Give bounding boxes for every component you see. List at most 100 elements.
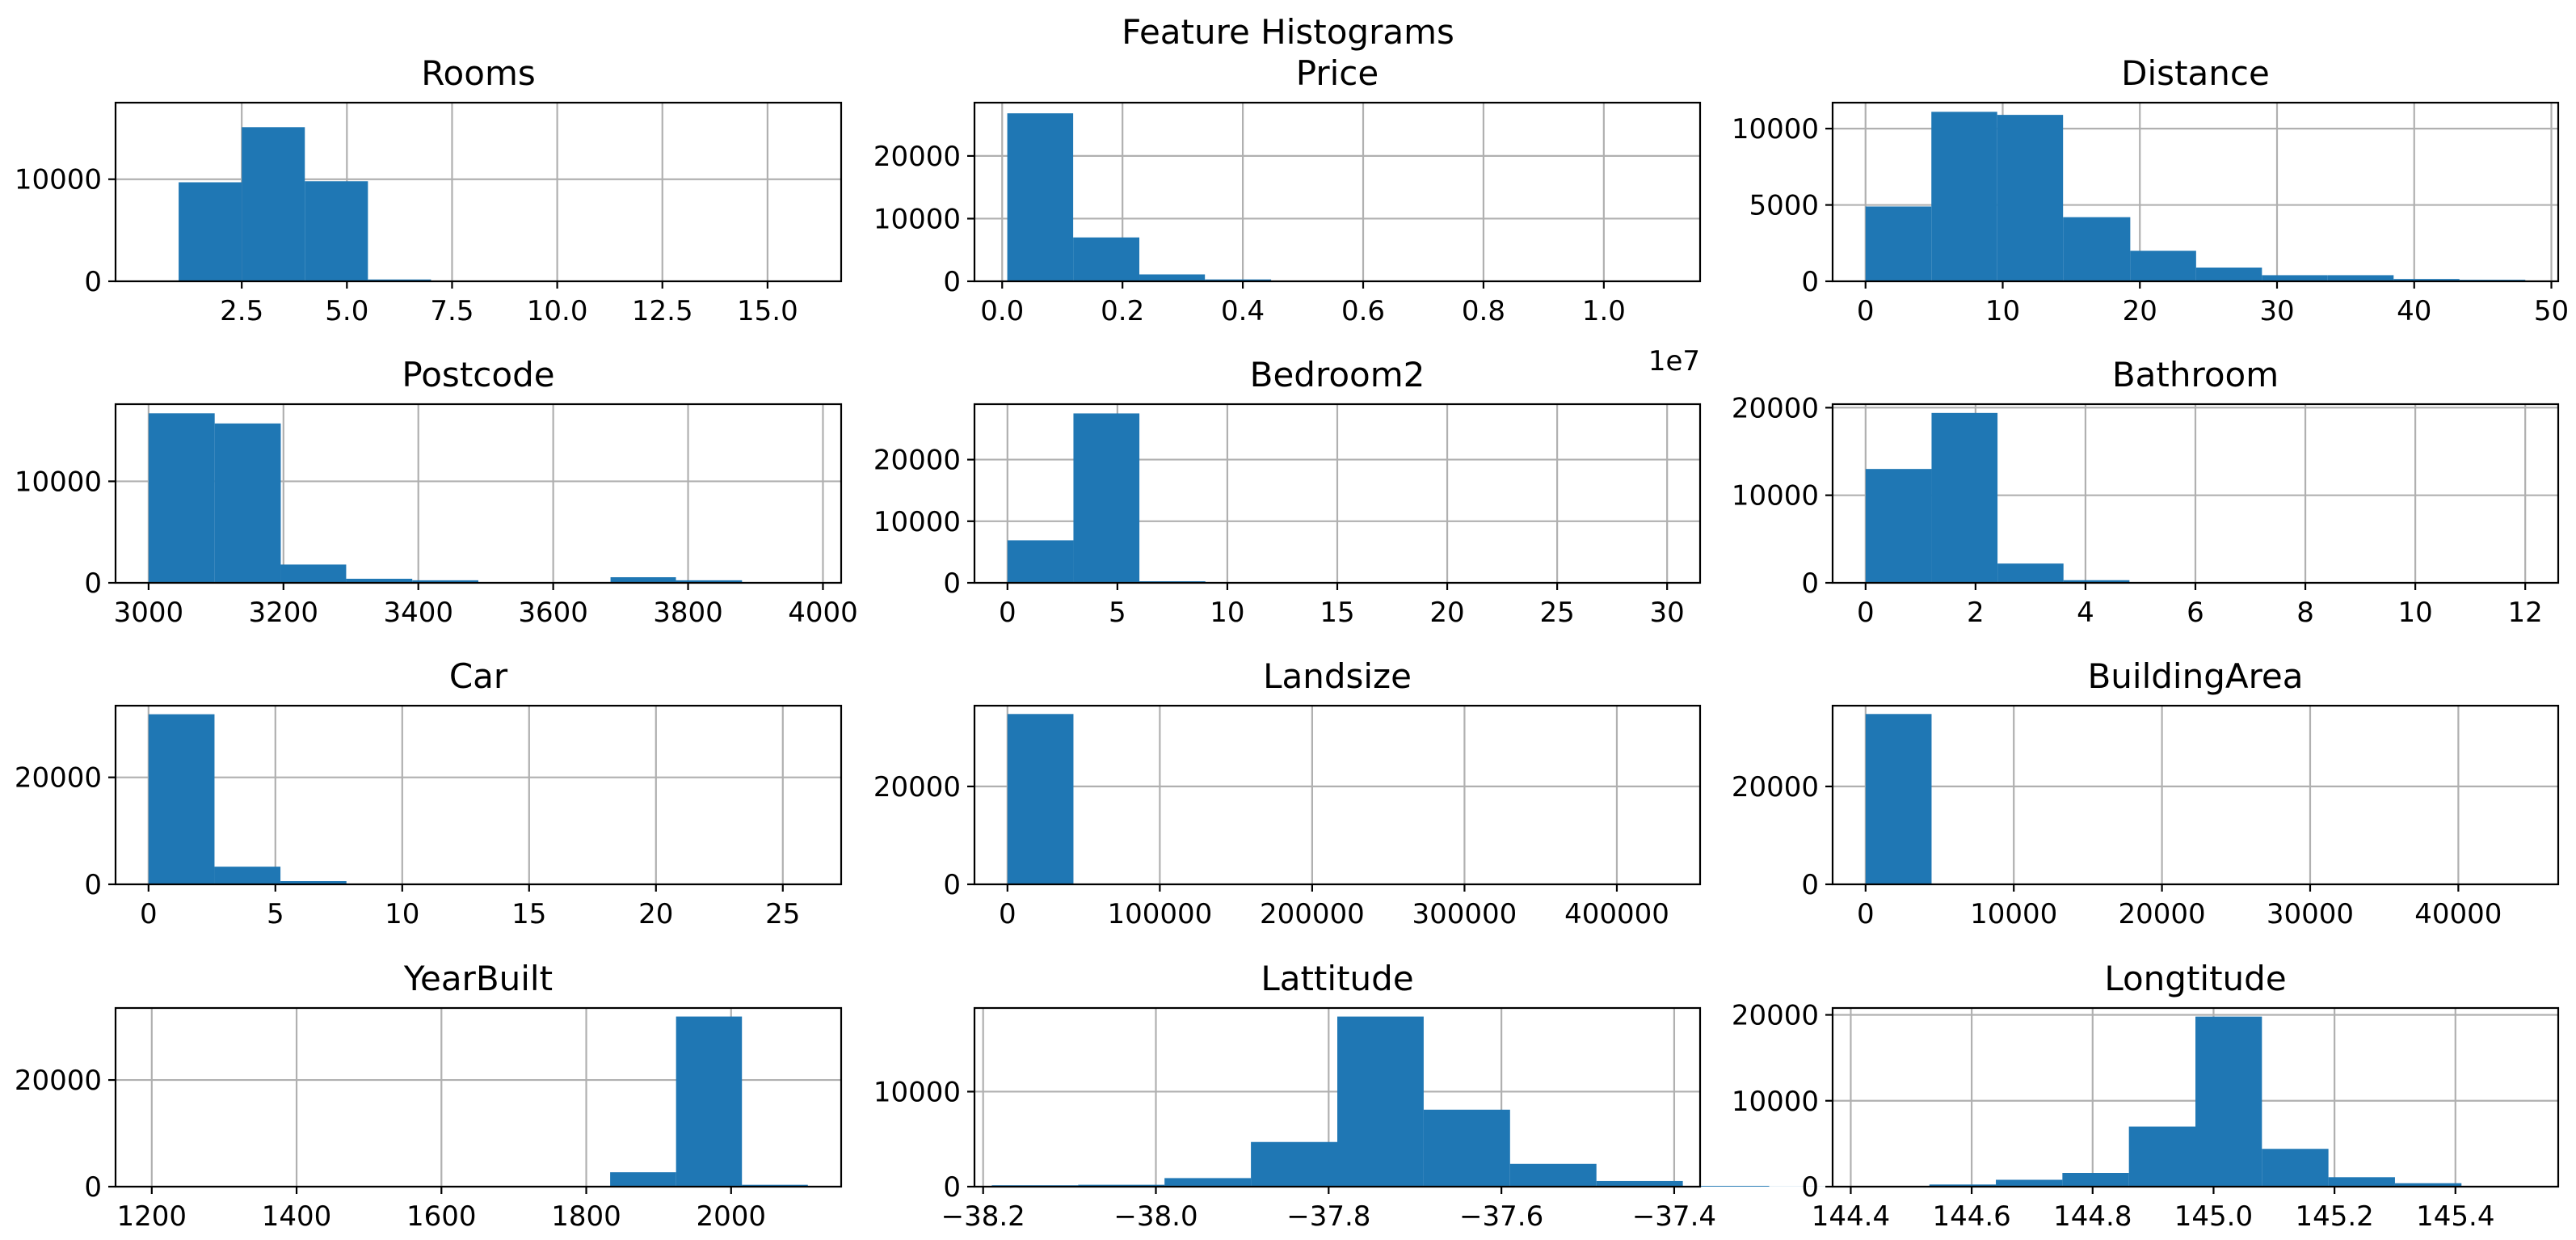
x-tick-label: −37.4: [1632, 1200, 1716, 1233]
subplot-title: Postcode: [402, 355, 554, 394]
x-tick-label: 0.2: [1101, 295, 1144, 327]
histogram-bar: [1509, 1163, 1597, 1187]
y-tick-label: 10000: [15, 466, 102, 498]
x-tick-label: 145.4: [2416, 1200, 2494, 1233]
x-tick-label: 0: [140, 898, 158, 930]
axes-frame: [973, 101, 1702, 283]
axes-frame: [973, 704, 1702, 886]
axes-frame: [114, 101, 843, 283]
x-tick-label: 8: [2296, 597, 2314, 629]
figure-title: Feature Histograms: [1122, 12, 1454, 52]
histogram-bar: [1251, 1141, 1337, 1187]
x-tick-label: 5.0: [325, 295, 368, 327]
x-tick-label: 10: [2397, 597, 2432, 629]
histogram-bar: [2195, 268, 2262, 281]
subplot-title: Longtitude: [2104, 959, 2286, 998]
x-tick-label: 25: [1539, 597, 1574, 629]
x-tick-label: −38.2: [941, 1200, 1025, 1233]
x-offset-label: 1e7: [1648, 345, 1700, 377]
x-tick-label: 300000: [1412, 898, 1517, 930]
x-tick-label: 100000: [1107, 898, 1212, 930]
axes-frame: [114, 1006, 843, 1188]
histogram-bar: [2128, 1126, 2195, 1187]
subplot-landsize: 0 100000 200000 300000 400000 0 20000 Landsize: [873, 656, 1702, 930]
histogram-bar: [412, 580, 478, 583]
axes-frame: [973, 1006, 1702, 1188]
histogram-bar: [280, 881, 347, 884]
y-tick-label: 20000: [15, 762, 102, 795]
x-tick-label: −38.0: [1113, 1200, 1198, 1233]
subplot-title: Landsize: [1263, 656, 1412, 696]
x-tick-label: 144.8: [2053, 1200, 2132, 1233]
x-tick-label: 0.0: [980, 295, 1024, 327]
histogram-bar: [2328, 1177, 2395, 1187]
subplot-bedroom2: 0 5 10 15 20 25 30 0 10000 20000 Bedroom2: [873, 355, 1702, 629]
histogram-bar: [1164, 1178, 1252, 1187]
y-tick-label: 10000: [873, 1076, 961, 1108]
x-tick-label: 0.6: [1341, 295, 1385, 327]
x-tick-label: 5: [267, 898, 284, 930]
y-tick-label: 0: [1801, 1171, 1819, 1204]
axes-frame: [1831, 1006, 2560, 1188]
y-tick-label: 20000: [873, 445, 961, 477]
x-tick-label: 4: [2077, 597, 2094, 629]
x-tick-label: 7.5: [430, 295, 474, 327]
y-tick-label: 5000: [1749, 190, 1819, 222]
y-tick-label: 0: [943, 869, 961, 901]
histogram-bar: [242, 127, 305, 281]
x-tick-label: 1400: [262, 1200, 332, 1233]
histogram-bar: [2062, 1173, 2129, 1187]
y-tick-label: 20000: [1732, 1000, 1819, 1032]
x-tick-label: 15.0: [737, 295, 798, 327]
x-tick-label: 2000: [697, 1200, 767, 1233]
y-tick-label: 20000: [873, 771, 961, 803]
x-tick-label: 20: [638, 898, 673, 930]
subplot-longtitude: 144.4 144.6 144.8 145.0 145.2 145.4 0 10000 2000…: [1732, 959, 2560, 1233]
histogram-bar: [1931, 112, 1997, 281]
x-tick-label: 10: [1985, 295, 2020, 327]
histogram-bar: [1865, 206, 1932, 281]
histogram-bar: [2327, 275, 2394, 281]
x-tick-label: 1600: [406, 1200, 477, 1233]
y-tick-label: 0: [1801, 567, 1819, 600]
histogram-bar: [2393, 279, 2460, 281]
x-tick-label: 5: [1109, 597, 1126, 629]
histogram-bar: [1682, 1186, 1770, 1187]
x-tick-label: 0.4: [1221, 295, 1265, 327]
histogram-bar: [148, 714, 215, 884]
histogram-bar: [1007, 540, 1074, 583]
histogram-bar: [1997, 115, 2064, 281]
subplot-title: Car: [449, 656, 508, 696]
histogram-bar: [214, 423, 281, 583]
subplot-postcode: 3000 3200 3400 3600 3800 4000 0 10000 Postcode: [15, 355, 858, 629]
x-tick-label: 0.8: [1462, 295, 1505, 327]
x-tick-label: 30: [1650, 597, 1685, 629]
x-tick-label: 0: [1857, 597, 1875, 629]
x-tick-label: 3400: [383, 597, 453, 629]
histogram-bar: [676, 1016, 743, 1187]
histogram-bar: [1139, 274, 1206, 281]
x-tick-label: 0: [999, 597, 1017, 629]
x-tick-label: 0: [1857, 898, 1875, 930]
x-tick-label: 3000: [114, 597, 184, 629]
x-tick-label: 144.6: [1932, 1200, 2010, 1233]
histogram-bar: [1073, 413, 1140, 583]
x-tick-label: −37.6: [1459, 1200, 1543, 1233]
histogram-bar: [1007, 714, 1074, 884]
y-tick-label: 10000: [1732, 113, 1819, 146]
subplot-title: Price: [1296, 53, 1378, 93]
histogram-bar: [280, 564, 347, 583]
x-tick-label: 0: [999, 898, 1017, 930]
histogram-bar: [2063, 217, 2131, 281]
histogram-bar: [2130, 251, 2196, 281]
subplot-price: 0.0 0.2 0.4 0.6 0.8 1.0 0 10000 20000 Price 1e7: [873, 53, 1702, 377]
subplot-bathroom: 0 2 4 6 8 10 12 0 10000 20000 Bathroom: [1732, 355, 2560, 629]
histogram-bar: [1596, 1180, 1683, 1187]
subplot-car: 0 5 10 15 20 25 0 20000 Car: [15, 656, 843, 930]
histogram-bar: [305, 181, 368, 281]
histogram-bar: [610, 577, 676, 583]
x-tick-label: 20000: [2119, 898, 2206, 930]
axes-frame: [1831, 101, 2560, 283]
x-tick-label: 10.0: [527, 295, 588, 327]
y-tick-label: 10000: [873, 506, 961, 538]
